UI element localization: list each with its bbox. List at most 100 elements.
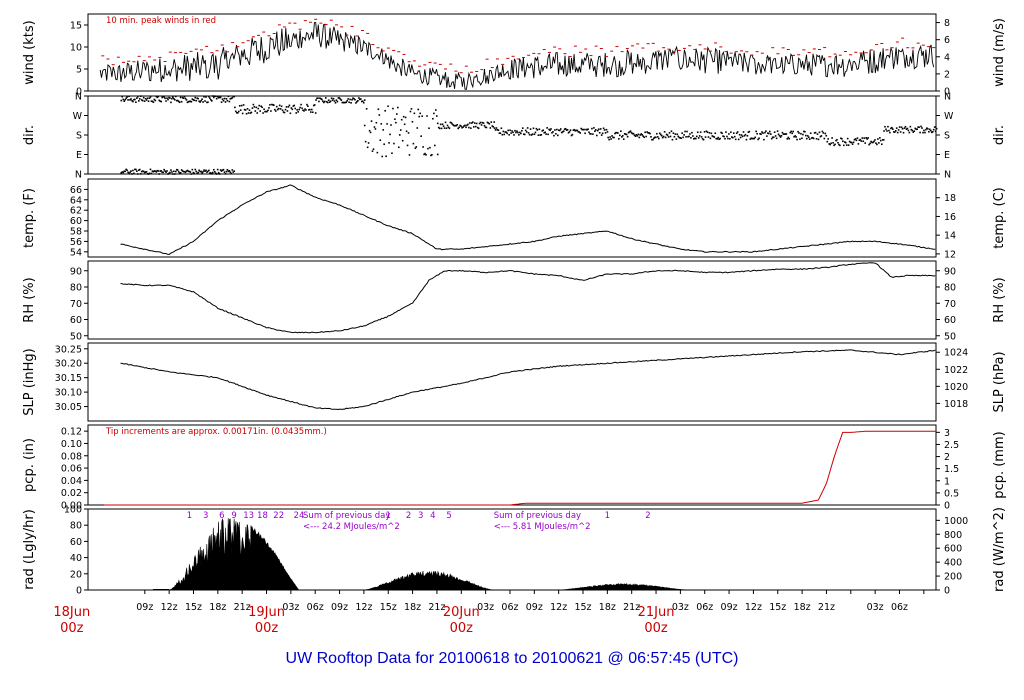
dir-point: [251, 107, 254, 109]
rad-hour-label: 4: [430, 511, 435, 521]
dir-point: [602, 127, 605, 130]
rad-day-total-value: <--- 5.81 MJoules/m^2: [494, 522, 591, 532]
dir-point: [332, 97, 335, 100]
dir-point: [890, 127, 892, 130]
dir-point: [396, 113, 398, 115]
dir-point: [545, 133, 547, 135]
dir-point: [531, 133, 534, 135]
dir-point: [700, 136, 703, 138]
dir-point: [788, 137, 791, 140]
dir-point: [154, 170, 157, 173]
slp-series-line: [120, 349, 936, 411]
dir-point: [918, 126, 920, 129]
dir-point: [310, 111, 312, 113]
dir-point: [462, 126, 464, 128]
dir-point: [683, 134, 685, 136]
dir-point: [464, 124, 466, 127]
dir-point: [306, 103, 308, 106]
dir-point: [127, 99, 129, 101]
dir-point: [308, 109, 310, 111]
dir-point: [767, 132, 769, 134]
dir-point: [505, 131, 508, 133]
dir-point: [216, 95, 219, 98]
dir-point: [133, 172, 135, 175]
dir-point: [912, 131, 915, 133]
dir-point: [827, 138, 830, 140]
dir-point: [862, 140, 865, 143]
dir-point: [228, 169, 231, 172]
dir-point: [553, 134, 555, 137]
dir-point: [677, 135, 680, 138]
dir-point: [366, 146, 369, 149]
dir-point: [292, 105, 295, 107]
dir-point: [233, 95, 236, 98]
dir-point: [249, 112, 252, 114]
dir-point: [781, 131, 784, 134]
dir-point: [364, 140, 367, 143]
dir-point: [231, 169, 234, 171]
dir-point: [519, 131, 521, 134]
rad-hour-label: 1: [386, 511, 391, 521]
rh-ylabel-right: RH (%): [992, 277, 1007, 322]
dir-point: [475, 122, 478, 125]
dir-point: [822, 132, 825, 134]
dir-point: [232, 171, 235, 173]
dir-point: [145, 99, 148, 101]
dir-point: [905, 128, 908, 130]
pcp-note: Tip increments are approx. 0.00171in. (0…: [105, 427, 327, 437]
temp-ylabel-left: temp. (F): [22, 188, 37, 248]
dir-point: [322, 100, 324, 103]
pcp-right-tick-label: 3: [944, 428, 950, 439]
dir-point: [445, 127, 448, 130]
dir-point: [439, 123, 442, 126]
dir-point: [150, 172, 153, 175]
rh-series-line: [120, 262, 936, 334]
dir-point: [613, 136, 615, 139]
temp-right-tick-label: 16: [944, 212, 956, 223]
dir-point: [669, 135, 672, 138]
dir-point: [441, 123, 444, 126]
dir-point: [785, 133, 788, 135]
dir-point: [456, 123, 459, 126]
dir-point: [835, 139, 837, 142]
dir-point: [347, 98, 349, 100]
dir-point: [732, 132, 735, 134]
dir-point: [372, 148, 375, 151]
dir-point: [229, 171, 232, 174]
pcp-left-tick-label: 0.00: [61, 501, 82, 512]
dir-point: [317, 97, 319, 99]
dir-point: [433, 112, 435, 115]
rad-frame: [87, 508, 937, 591]
dir-point: [787, 136, 790, 139]
dir-point: [169, 171, 171, 174]
dir-point: [390, 124, 392, 126]
dir-point: [387, 105, 389, 108]
dir-point: [360, 98, 362, 100]
dir-point: [593, 127, 595, 129]
dir-point: [185, 170, 188, 172]
dir-point: [777, 133, 780, 136]
dir-point: [142, 170, 145, 173]
x-axis-date-time: 00z: [255, 621, 279, 636]
rh-left-tick-label: 50: [70, 331, 82, 342]
dir-point: [503, 133, 506, 136]
rad-ylabel-right: rad (W/m^2): [992, 507, 1007, 592]
dir-point: [132, 100, 134, 103]
dir-point: [176, 169, 179, 171]
dir-point: [879, 137, 881, 139]
dir-point: [185, 99, 188, 101]
dir-point: [931, 130, 934, 133]
dir-point: [707, 136, 710, 138]
rad-hour-label: 2: [406, 511, 411, 521]
dir-point: [736, 131, 739, 133]
dir-point: [722, 135, 724, 137]
dir-point: [330, 97, 333, 100]
dir-point: [929, 128, 931, 131]
dir-point: [497, 129, 500, 131]
rad-hour-label: 9: [231, 511, 236, 521]
dir-point: [374, 128, 377, 130]
dir-point: [898, 126, 901, 128]
dir-left-tick-label: N: [75, 92, 82, 103]
dir-point: [302, 109, 304, 112]
dir-point: [596, 129, 599, 132]
